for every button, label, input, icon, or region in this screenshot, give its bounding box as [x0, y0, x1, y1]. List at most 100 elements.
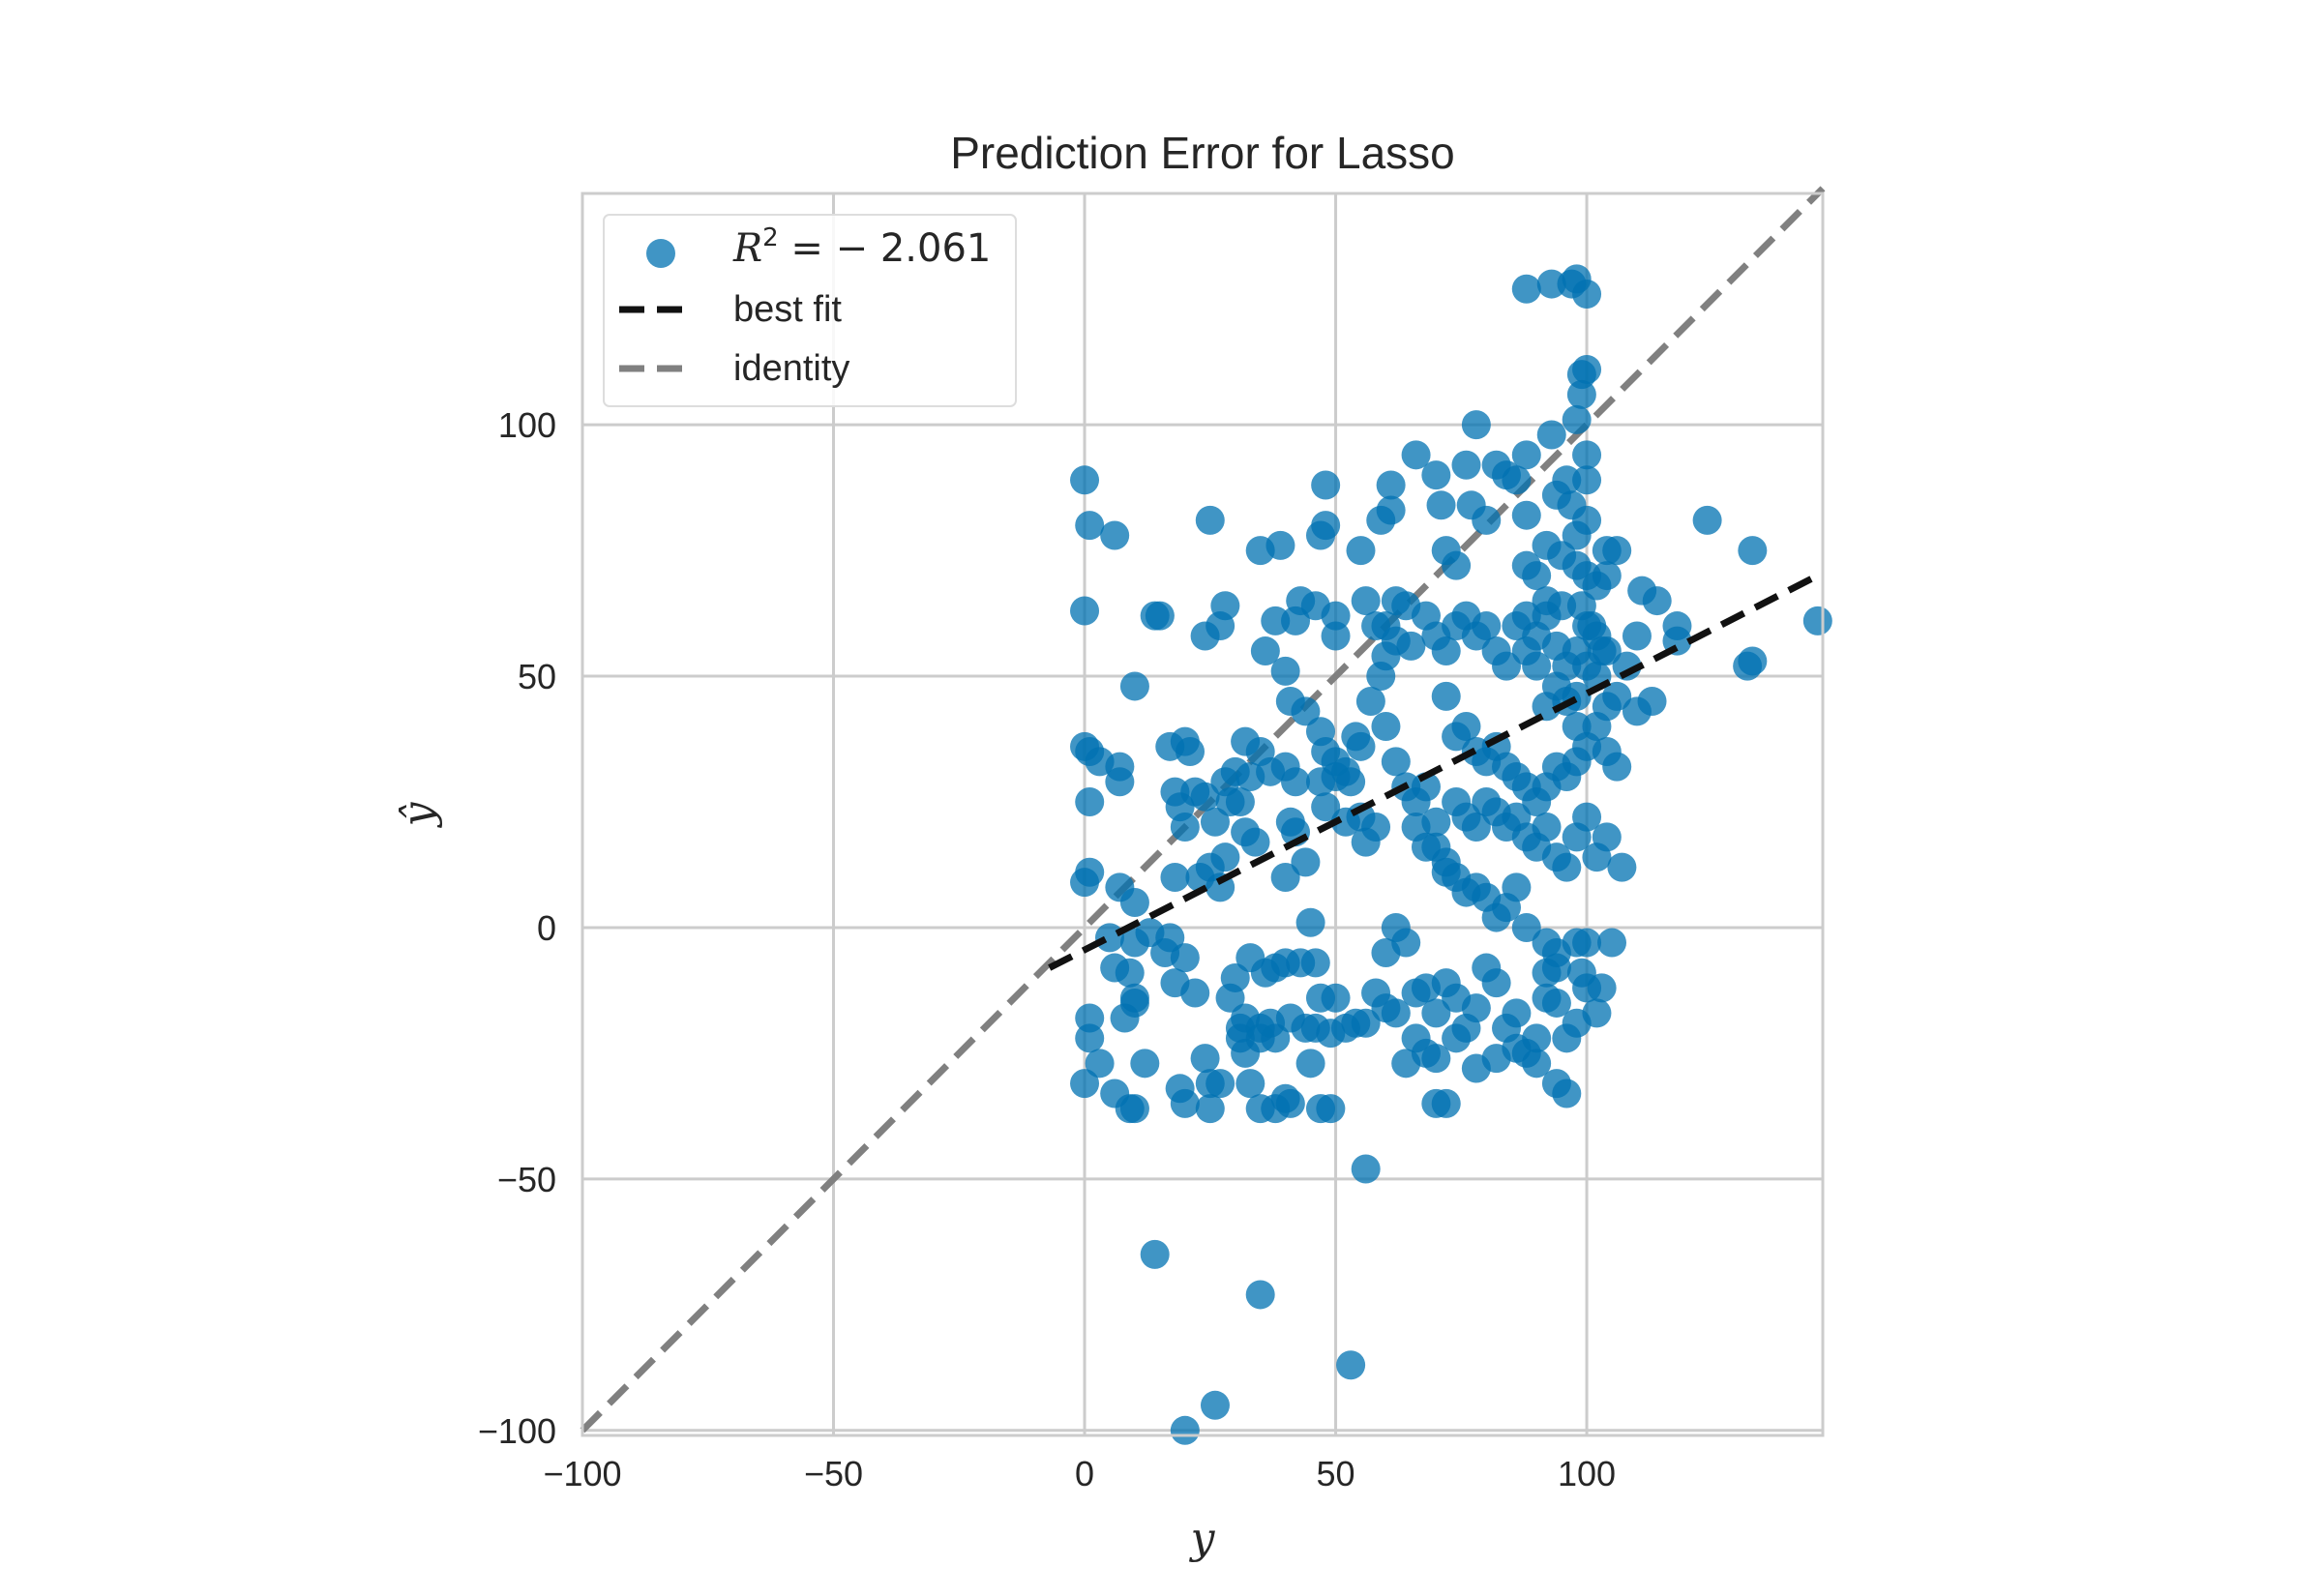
data-point — [1602, 536, 1632, 566]
data-point — [1587, 973, 1617, 1003]
data-point — [1351, 1154, 1381, 1184]
data-point — [1119, 671, 1149, 701]
y-tick-labels: −100 −50 0 50 100 — [478, 405, 556, 1451]
data-point — [1461, 812, 1491, 842]
data-point — [1442, 1023, 1472, 1053]
data-point — [1381, 747, 1411, 777]
data-point — [1426, 490, 1456, 520]
data-point — [1119, 928, 1149, 958]
data-point — [1250, 636, 1280, 666]
data-point — [1170, 1088, 1200, 1118]
data-point — [1190, 1044, 1220, 1074]
data-point — [1562, 712, 1592, 742]
data-point — [1351, 586, 1381, 616]
data-point — [1070, 465, 1100, 495]
data-point — [1075, 857, 1105, 887]
data-point — [1210, 842, 1240, 872]
x-tick-labels: −100 −50 0 50 100 — [543, 1454, 1616, 1493]
data-point — [1642, 586, 1672, 616]
data-point — [1622, 621, 1652, 651]
data-point — [1511, 440, 1541, 470]
data-point — [1541, 953, 1571, 983]
x-tick-label: 0 — [1075, 1454, 1094, 1493]
data-point — [1461, 993, 1491, 1023]
data-point — [1300, 948, 1330, 978]
data-point — [1376, 495, 1406, 525]
data-point — [1738, 536, 1768, 566]
data-point — [1170, 812, 1200, 842]
x-tick-label: 50 — [1317, 1454, 1355, 1493]
data-point — [1536, 269, 1566, 299]
data-point — [1291, 696, 1321, 726]
x-tick-label: 100 — [1558, 1454, 1616, 1493]
data-point — [1547, 591, 1577, 621]
data-point — [1210, 591, 1240, 621]
data-point — [1502, 998, 1532, 1028]
data-point — [1472, 611, 1502, 641]
data-point — [1261, 1023, 1291, 1053]
data-point — [1481, 968, 1511, 998]
data-point — [1572, 465, 1602, 495]
data-point — [1572, 928, 1602, 958]
data-point — [1532, 692, 1562, 722]
data-point — [1206, 1069, 1235, 1099]
data-point — [1070, 1069, 1100, 1099]
data-point — [1532, 812, 1562, 842]
data-point — [1200, 807, 1230, 837]
data-point — [1270, 862, 1300, 892]
legend-label-best-fit: best fit — [733, 289, 842, 330]
data-point — [1316, 1094, 1346, 1124]
data-point — [1195, 1094, 1225, 1124]
data-point — [1115, 1094, 1145, 1124]
data-point — [1607, 852, 1637, 882]
data-point — [1572, 802, 1602, 832]
data-point — [1270, 656, 1300, 686]
data-point — [1582, 998, 1612, 1028]
data-point — [1311, 470, 1341, 500]
data-point — [1802, 606, 1832, 635]
data-point — [1075, 1023, 1105, 1053]
data-point — [1492, 651, 1522, 681]
data-point — [1562, 520, 1592, 550]
data-point — [1566, 379, 1596, 409]
data-point — [1225, 787, 1255, 817]
y-tick-label: 50 — [518, 657, 556, 696]
data-point — [1572, 279, 1602, 309]
data-point — [1261, 606, 1291, 635]
chart-title: Prediction Error for Lasso — [950, 128, 1455, 178]
data-point — [1431, 1088, 1461, 1118]
data-point — [1522, 561, 1552, 591]
legend-label-identity: identity — [733, 348, 849, 389]
data-point — [1396, 631, 1426, 661]
data-point — [1572, 354, 1602, 384]
data-point — [1115, 958, 1145, 988]
data-point — [1592, 822, 1622, 852]
data-point — [1140, 1239, 1170, 1269]
data-point — [1119, 983, 1149, 1013]
legend-box — [603, 214, 1017, 407]
data-point — [1522, 651, 1552, 681]
legend-marker-points — [646, 239, 675, 268]
data-point — [1130, 1049, 1160, 1079]
data-point — [1431, 636, 1461, 666]
data-point — [1321, 983, 1351, 1013]
data-point — [1451, 450, 1481, 480]
data-point — [1577, 611, 1607, 641]
y-tick-label: −100 — [478, 1411, 556, 1451]
data-point — [1376, 470, 1406, 500]
data-point — [1421, 832, 1451, 862]
data-point — [1195, 505, 1225, 535]
data-point — [1461, 410, 1491, 440]
data-point — [1602, 752, 1632, 782]
data-point — [1401, 440, 1431, 470]
data-point — [1176, 737, 1206, 767]
data-point — [1281, 767, 1311, 797]
data-point — [1502, 872, 1532, 902]
data-point — [1602, 681, 1632, 711]
data-point — [1085, 1049, 1115, 1079]
data-point — [1311, 792, 1341, 822]
x-tick-label: −100 — [543, 1454, 621, 1493]
data-point — [1100, 520, 1130, 550]
data-point — [1421, 460, 1451, 490]
